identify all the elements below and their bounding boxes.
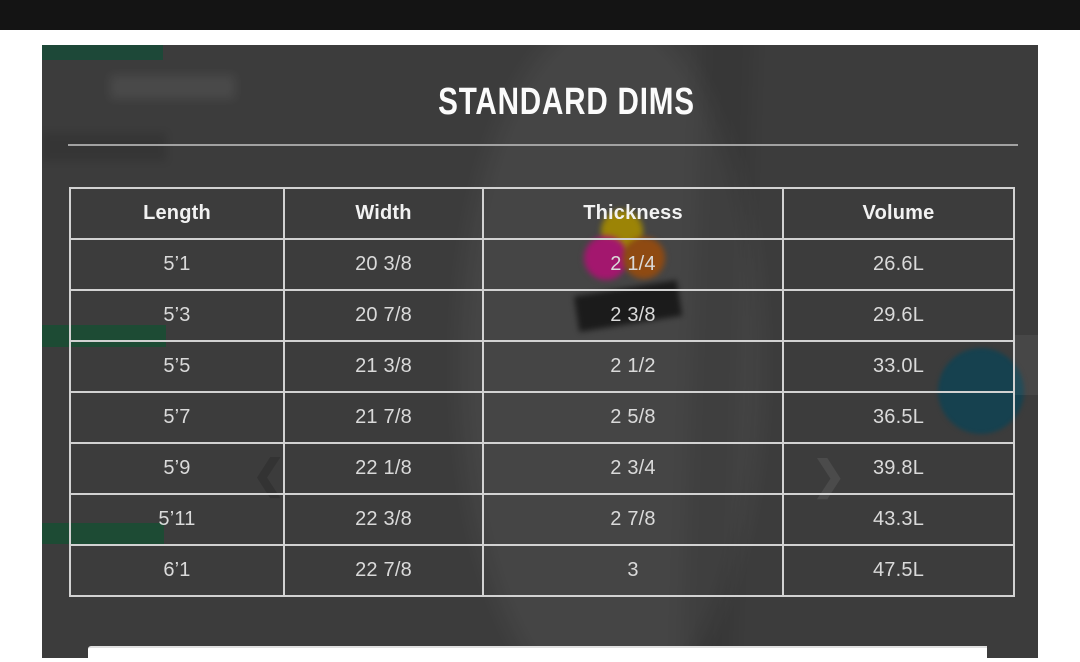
table-cell: 2 3/8 (482, 289, 784, 342)
title-divider (68, 144, 1018, 146)
table-cell: 21 3/8 (283, 340, 484, 393)
table-cell: 2 1/2 (482, 340, 784, 393)
dims-table: Length Width Thickness Volume 5’1 20 3/8 2… (69, 187, 1015, 597)
table-cell: 47.5L (782, 544, 1015, 597)
table-cell: 5’7 (69, 391, 285, 444)
section-title-wrap: STANDARD DIMS (68, 81, 1038, 123)
table-cell: 20 3/8 (283, 238, 484, 291)
teal-accent-bar (42, 45, 163, 60)
background-glow (1015, 335, 1038, 395)
table-cell: 6’1 (69, 544, 285, 597)
header-row: Length Width Thickness Volume (69, 187, 1015, 240)
table-cell: 2 1/4 (482, 238, 784, 291)
table-cell: 5’9 (69, 442, 285, 495)
table-cell: 36.5L (782, 391, 1015, 444)
table-cell: 20 7/8 (283, 289, 484, 342)
table-cell: 26.6L (782, 238, 1015, 291)
table-row: 6’1 22 7/8 3 47.5L (69, 544, 1015, 597)
table-cell: 5’11 (69, 493, 285, 546)
column-header-thickness: Thickness (482, 187, 784, 240)
table-row: 5’1 20 3/8 2 1/4 26.6L (69, 238, 1015, 291)
table-cell: 39.8L (782, 442, 1015, 495)
standard-dims-panel: ❮ ❯ STANDARD DIMS Length Width Thickness… (42, 45, 1038, 658)
table-cell: 2 3/4 (482, 442, 784, 495)
top-bar (0, 0, 1080, 30)
table-cell: 2 5/8 (482, 391, 784, 444)
background-smudge (42, 133, 166, 161)
table-cell: 33.0L (782, 340, 1015, 393)
table-cell: 43.3L (782, 493, 1015, 546)
page-title: STANDARD DIMS (437, 81, 695, 123)
table-row: 5’9 22 1/8 2 3/4 39.8L (69, 442, 1015, 495)
table-cell: 22 1/8 (283, 442, 484, 495)
blurred-background-text (110, 75, 235, 99)
next-section-panel (88, 646, 987, 662)
table-row: 5’11 22 3/8 2 7/8 43.3L (69, 493, 1015, 546)
table-row: 5’7 21 7/8 2 5/8 36.5L (69, 391, 1015, 444)
column-header-volume: Volume (782, 187, 1015, 240)
dims-table-head: Length Width Thickness Volume (69, 187, 1015, 240)
table-row: 5’3 20 7/8 2 3/8 29.6L (69, 289, 1015, 342)
table-cell: 2 7/8 (482, 493, 784, 546)
dims-table-body: 5’1 20 3/8 2 1/4 26.6L 5’3 20 7/8 2 3/8 29.6L 5’… (69, 238, 1015, 597)
column-header-width: Width (283, 187, 484, 240)
column-header-length: Length (69, 187, 285, 240)
table-cell: 5’5 (69, 340, 285, 393)
table-cell: 5’3 (69, 289, 285, 342)
table-cell: 5’1 (69, 238, 285, 291)
table-row: 5’5 21 3/8 2 1/2 33.0L (69, 340, 1015, 393)
table-cell: 29.6L (782, 289, 1015, 342)
table-cell: 3 (482, 544, 784, 597)
table-cell: 22 7/8 (283, 544, 484, 597)
table-cell: 22 3/8 (283, 493, 484, 546)
table-cell: 21 7/8 (283, 391, 484, 444)
